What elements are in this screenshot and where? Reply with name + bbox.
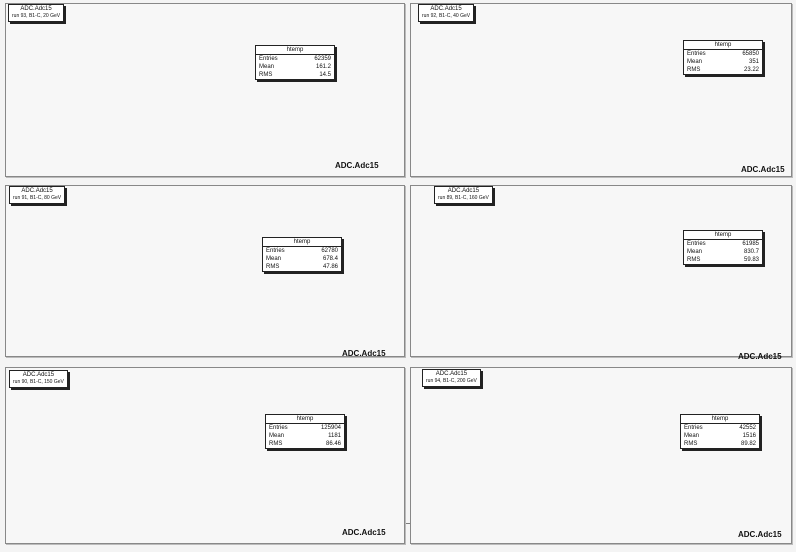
chart-subtitle: run 90, B1-C, 150 GeV [13,379,64,385]
stats-row-mean: Mean 351 [684,58,762,66]
chart-title: ADC.Adc15 [22,372,55,378]
x-axis-label: ADC.Adc15 [342,349,386,358]
stats-value: 1516 [742,433,756,439]
stats-row-rms: RMS 59.83 [684,256,762,264]
stats-label: Mean [684,433,700,439]
stats-row-entries: Entries 125904 [266,424,344,432]
stats-title: htemp [266,415,344,424]
chart-title-box: ADC.Adc15 run 91, B1-C, 80 GeV [9,186,66,204]
chart-panel-3 [5,185,405,357]
stats-label: Mean [266,256,282,262]
stats-value: 830.7 [743,249,759,255]
chart-subtitle: run 92, B1-C, 40 GeV [422,13,471,19]
stats-box: htemp Entries 62780 Mean 678.4 RMS 47.86 [262,237,342,272]
x-axis-label: ADC.Adc15 [342,528,386,537]
chart-title: ADC.Adc15 [21,188,53,194]
stats-row-rms: RMS 23.22 [684,66,762,74]
x-axis-label: ADC.Adc15 [738,352,782,361]
stats-row-mean: Mean 830.7 [684,248,762,256]
stats-value: 23.22 [743,67,759,73]
chart-title-box: ADC.Adc15 run 92, B1-C, 40 GeV [418,4,475,22]
stats-box: htemp Entries 125904 Mean 1181 RMS 86.46 [265,414,345,449]
chart-subtitle: run 89, B1-C, 160 GeV [438,195,489,201]
stats-row-mean: Mean 1516 [681,432,759,440]
stats-row-mean: Mean 161.2 [256,63,334,71]
chart-panel-1 [5,3,405,177]
chart-subtitle: run 91, B1-C, 80 GeV [13,195,62,201]
stats-row-entries: Entries 61985 [684,240,762,248]
stats-value: 47.86 [322,264,338,270]
stats-box: htemp Entries 62359 Mean 161.2 RMS 14.5 [255,45,335,80]
chart-title: ADC.Adc15 [20,6,52,12]
chart-title: ADC.Adc15 [430,6,462,12]
chart-panel-5 [5,367,405,544]
stats-label: Mean [259,64,275,70]
stats-value: 62359 [314,56,331,62]
chart-title-box: ADC.Adc15 run 93, B1-C, 20 GeV [8,4,65,22]
stats-value: 61985 [742,241,759,247]
stats-label: RMS [687,257,701,263]
stats-row-rms: RMS 89.82 [681,440,759,448]
chart-panel-4 [410,185,792,357]
stats-label: Mean [687,249,703,255]
stats-value: 678.4 [322,256,338,262]
chart-title-box: ADC.Adc15 run 90, B1-C, 150 GeV [9,370,68,388]
chart-subtitle: run 94, B1-C, 200 GeV [426,378,477,384]
stats-row-entries: Entries 62359 [256,55,334,63]
stats-label: Entries [687,51,706,57]
stats-row-mean: Mean 678.4 [263,255,341,263]
stats-value: 161.2 [315,64,331,70]
stats-label: Entries [684,425,703,431]
stats-label: Mean [269,433,285,439]
chart-title-box: ADC.Adc15 run 94, B1-C, 200 GeV [422,369,481,387]
stats-label: RMS [266,264,280,270]
stats-box: htemp Entries 65850 Mean 351 RMS 23.22 [683,40,763,75]
stats-label: RMS [259,72,273,78]
chart-title: ADC.Adc15 [447,188,480,194]
stats-label: Entries [687,241,706,247]
stats-row-rms: RMS 86.46 [266,440,344,448]
stats-label: RMS [687,67,701,73]
stats-value: 62780 [321,248,338,254]
x-axis-label: ADC.Adc15 [741,165,785,174]
stats-title: htemp [684,41,762,50]
stats-label: RMS [269,441,283,447]
stats-value: 59.83 [743,257,759,263]
stats-value: 14.5 [319,72,331,78]
chart-panel-2 [410,3,792,177]
stats-row-entries: Entries 62780 [263,247,341,255]
stats-row-rms: RMS 47.86 [263,263,341,271]
stats-label: Entries [269,425,288,431]
stats-label: Entries [266,248,285,254]
stats-row-entries: Entries 65850 [684,50,762,58]
x-axis-label: ADC.Adc15 [738,530,782,539]
stats-value: 65850 [742,51,759,57]
x-axis-label: ADC.Adc15 [335,161,379,170]
stats-value: 86.46 [325,441,341,447]
stats-title: htemp [684,231,762,240]
chart-title-box: ADC.Adc15 run 89, B1-C, 160 GeV [434,186,493,204]
stats-row-entries: Entries 42552 [681,424,759,432]
chart-panel-6 [410,367,792,544]
stats-value: 1181 [328,433,341,439]
stats-box: htemp Entries 42552 Mean 1516 RMS 89.82 [680,414,760,449]
chart-title: ADC.Adc15 [435,371,468,377]
stats-row-mean: Mean 1181 [266,432,344,440]
stats-value: 89.82 [740,441,756,447]
stats-label: Mean [687,59,703,65]
stats-row-rms: RMS 14.5 [256,71,334,79]
stats-title: htemp [256,46,334,55]
stats-box: htemp Entries 61985 Mean 830.7 RMS 59.83 [683,230,763,265]
stats-label: RMS [684,441,698,447]
stats-title: htemp [263,238,341,247]
stats-value: 42552 [739,425,756,431]
stats-title: htemp [681,415,759,424]
stats-value: 351 [748,59,759,65]
stats-label: Entries [259,56,278,62]
chart-subtitle: run 93, B1-C, 20 GeV [12,13,61,19]
stats-value: 125904 [320,425,341,431]
